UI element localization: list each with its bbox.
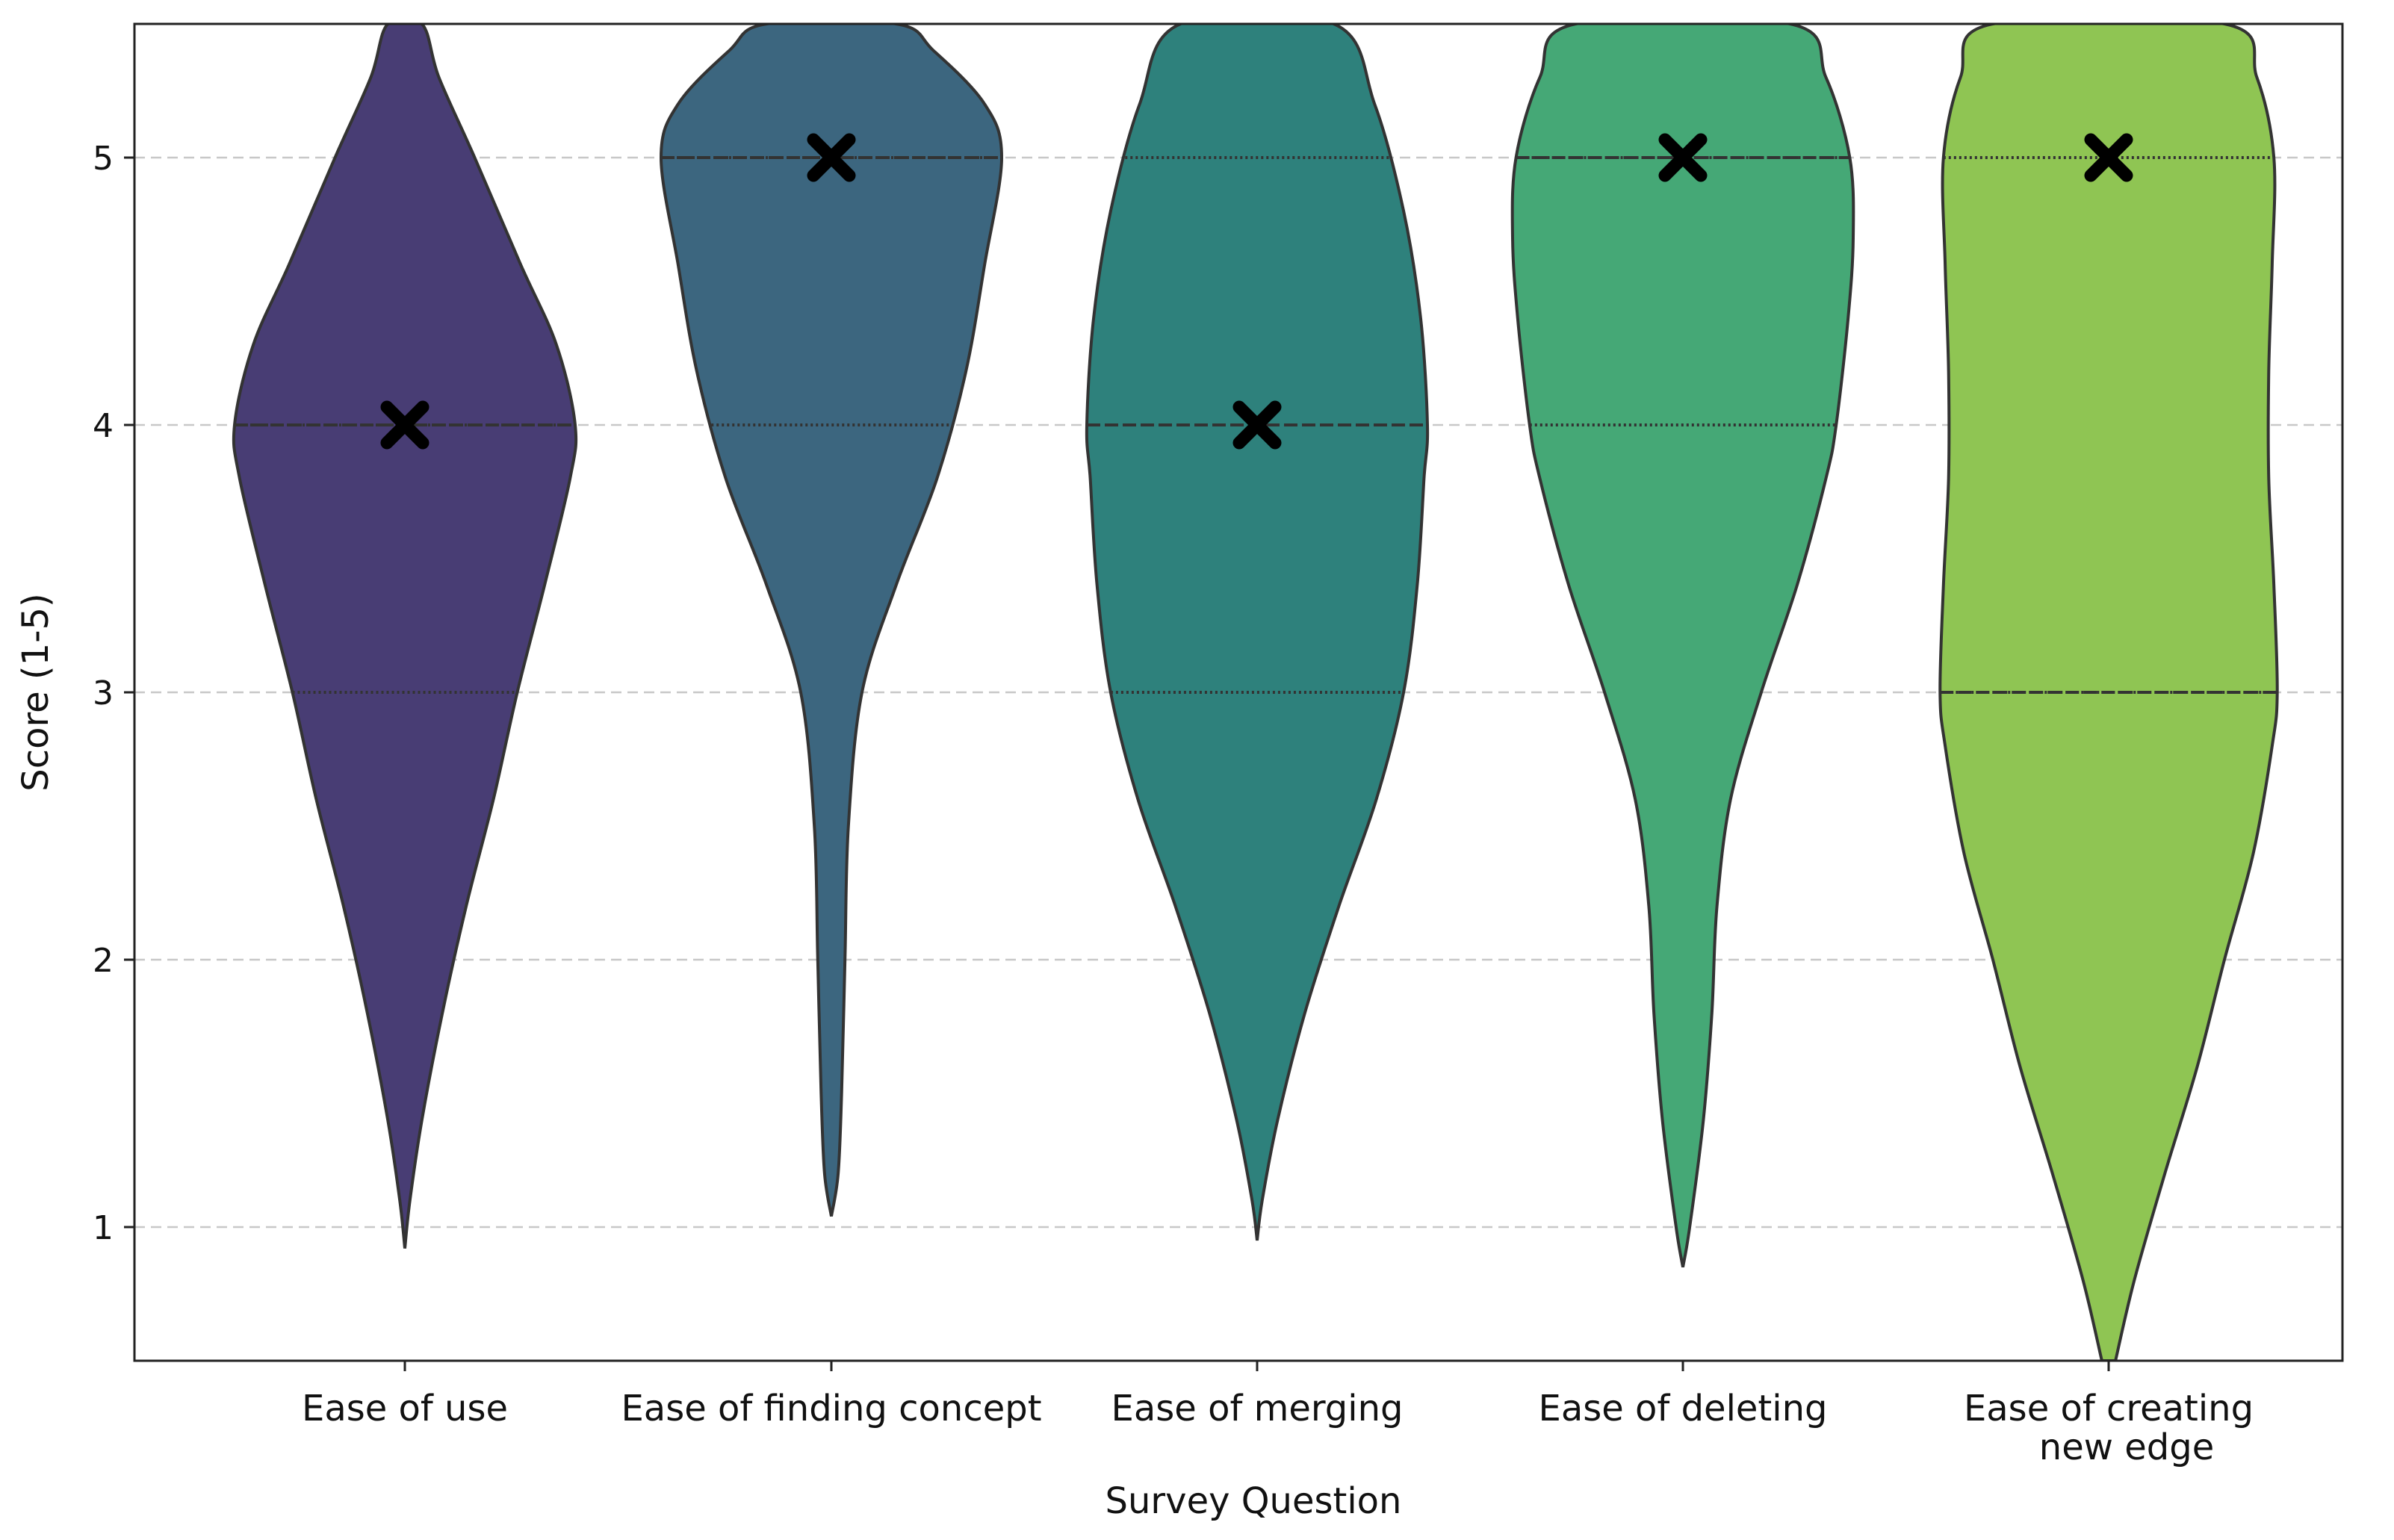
x-tick-label-1: Ease of use — [302, 1388, 508, 1429]
y-axis-label: Score (1-5) — [15, 593, 57, 792]
x-tick-label-3: Ease of merging — [1111, 1388, 1404, 1429]
x-axis-label: Survey Question — [1105, 1480, 1402, 1522]
marker-4 — [1658, 133, 1708, 182]
violins — [232, 24, 2279, 1361]
marker-1 — [380, 400, 430, 450]
y-tick-label-1: 1 — [93, 1209, 114, 1247]
x-tick-label-4: Ease of deleting — [1539, 1388, 1828, 1429]
x-tick-label-5-line-2: new edge — [2039, 1426, 2214, 1468]
x-axis-ticks: Ease of use Ease of finding concept Ease o… — [302, 1361, 2254, 1468]
median-markers — [380, 133, 2133, 450]
y-axis-ticks: 1 2 3 4 5 — [93, 140, 134, 1247]
marker-5 — [2084, 133, 2133, 182]
x-tick-label-2: Ease of finding concept — [621, 1388, 1041, 1429]
violin-1 — [232, 24, 578, 1249]
y-tick-label-2: 2 — [93, 942, 114, 980]
y-tick-label-3: 3 — [93, 674, 114, 712]
violin-3 — [1085, 24, 1430, 1241]
y-tick-label-4: 4 — [93, 407, 114, 445]
marker-2 — [807, 133, 856, 182]
y-tick-label-5: 5 — [93, 140, 114, 178]
violin-2 — [659, 24, 1004, 1217]
x-tick-label-5-line-1: Ease of creating — [1964, 1388, 2254, 1429]
marker-3 — [1232, 400, 1282, 450]
violin-4 — [1510, 24, 1855, 1268]
